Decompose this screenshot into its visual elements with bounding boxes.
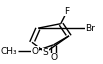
Text: CH₃: CH₃ xyxy=(1,47,18,56)
Text: S: S xyxy=(42,48,48,57)
Text: O: O xyxy=(32,47,39,56)
Text: F: F xyxy=(64,7,70,16)
Text: O: O xyxy=(50,53,57,62)
Text: Br: Br xyxy=(85,24,95,33)
